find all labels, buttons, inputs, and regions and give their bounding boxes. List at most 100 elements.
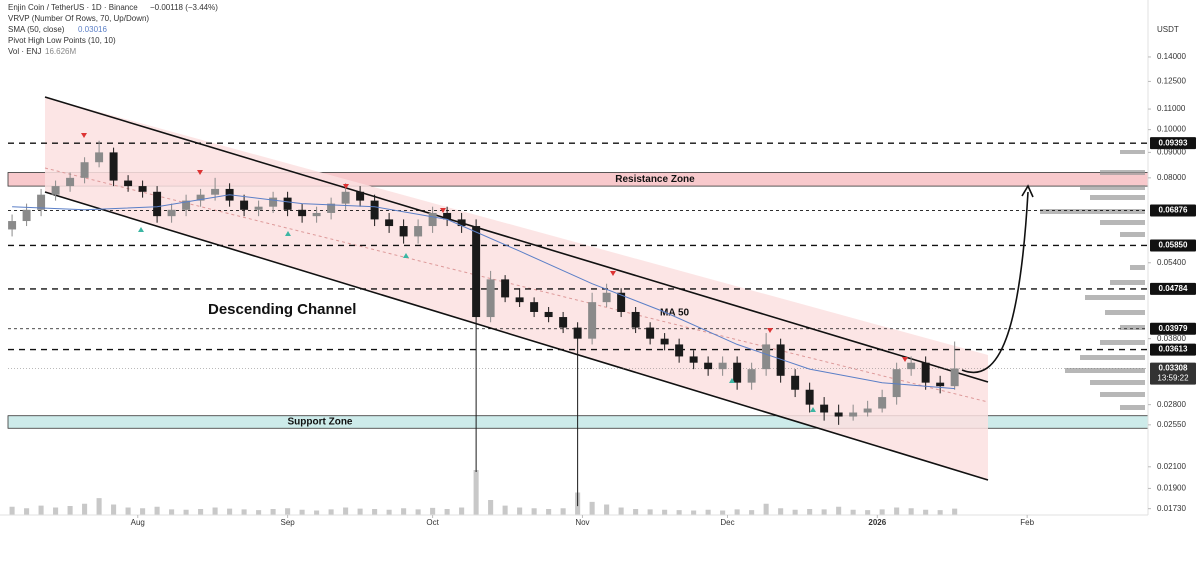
volume-bar: [821, 509, 827, 515]
candle-body: [776, 344, 785, 376]
y-tick-label: 0.09000: [1157, 148, 1186, 157]
candle-body: [356, 191, 365, 201]
volume-bar: [401, 508, 407, 515]
volume-bar: [691, 510, 697, 515]
legend-value: 0.03016: [78, 25, 107, 34]
legend-value: 16.626M: [45, 47, 76, 56]
volume-bar: [923, 509, 929, 515]
volume-bar: [372, 509, 378, 515]
levels: 0.09393 0.06876 0.05850 0.04784 0.03979 0.036…: [8, 137, 1196, 385]
volume-bar: [386, 509, 392, 515]
volume-profile: [1040, 150, 1145, 410]
zone-label: Support Zone: [288, 417, 353, 428]
candle-body: [602, 292, 611, 303]
projection-arrow: [961, 191, 1029, 374]
candle-body: [240, 200, 249, 210]
candles: [8, 140, 959, 507]
y-tick-label: 0.01730: [1157, 504, 1186, 513]
sma-line: [12, 194, 955, 390]
volume-bar: [865, 510, 871, 515]
y-tick-label: 0.08000: [1157, 173, 1186, 182]
candle-body: [443, 212, 452, 220]
last-price-badge: [1150, 362, 1196, 385]
candle-body: [254, 206, 263, 210]
volume-bar: [241, 509, 247, 515]
level-badge: [1150, 239, 1196, 252]
volume-bar: [270, 509, 276, 515]
volume-bar: [879, 509, 885, 515]
annotation: MA 50: [660, 308, 690, 319]
candle-body: [791, 375, 800, 390]
x-tick-label: Sep: [280, 518, 295, 527]
volume-bar: [444, 509, 450, 515]
level-label: 0.03613: [1159, 345, 1188, 354]
candle-body: [124, 180, 133, 187]
volume-bar: [82, 503, 88, 515]
volume-bar: [285, 508, 291, 515]
candle-body: [298, 209, 307, 217]
candle-body: [573, 327, 582, 339]
candle-body: [892, 369, 901, 398]
candle-body: [312, 212, 321, 217]
legend-line: SMA (50, close): [8, 25, 65, 34]
volume-bar: [502, 505, 508, 515]
volume-bar: [53, 507, 59, 515]
candle-body: [22, 209, 31, 222]
candle-body: [559, 317, 568, 328]
candle-body: [428, 212, 437, 227]
zone-label: Resistance Zone: [615, 174, 695, 185]
candle-body: [617, 292, 626, 312]
volume-bar: [111, 504, 117, 515]
candle-body: [544, 311, 553, 318]
candle-body: [51, 186, 60, 195]
candle-body: [501, 279, 510, 298]
x-tick-label: Feb: [1020, 518, 1034, 527]
volume: [9, 470, 958, 515]
level-label: 0.06876: [1159, 206, 1188, 215]
volume-bar: [676, 510, 682, 515]
volume-bar: [531, 508, 537, 515]
volume-bar: [140, 508, 146, 515]
volume-bar: [314, 510, 320, 515]
candle-body: [80, 162, 89, 178]
volume-bar: [198, 509, 204, 515]
volume-bar: [894, 507, 900, 515]
candle-body: [950, 368, 959, 387]
volume-bar: [778, 508, 784, 515]
x-tick-label: Dec: [720, 518, 734, 527]
level-badge: [1150, 204, 1196, 217]
legend-line: Vol · ENJ: [8, 47, 41, 56]
x-tick-label: 2026: [868, 518, 886, 527]
candle-body: [733, 362, 742, 383]
level-badge: [1150, 322, 1196, 335]
volume-bar: [227, 508, 233, 515]
y-tick-label: 0.02100: [1157, 462, 1186, 471]
volume-bar: [618, 507, 624, 515]
currency: USDT: [1157, 25, 1179, 34]
volume-bar: [589, 501, 595, 515]
candle-body: [283, 197, 292, 210]
y-tick-label: 0.11000: [1157, 104, 1186, 113]
x-tick-label: Nov: [575, 518, 589, 527]
volume-bar: [952, 508, 958, 515]
volume-bar: [662, 509, 668, 515]
volume-bar: [473, 470, 479, 515]
candle-body: [515, 297, 524, 303]
y-tick-label: 0.05400: [1157, 258, 1186, 267]
candle-body: [370, 200, 379, 220]
volume-bar: [734, 509, 740, 515]
volume-bar: [169, 509, 175, 515]
arrow-head: [1021, 184, 1034, 198]
volume-bar: [212, 507, 218, 515]
volume-bar: [183, 509, 189, 515]
volume-bar: [749, 510, 755, 515]
volume-bar: [647, 509, 653, 515]
candle-body: [921, 362, 930, 383]
header: Enjin Coin / TetherUS · 1D · Binance −0.…: [8, 3, 218, 56]
candle-body: [37, 194, 46, 210]
y-tick-label: 0.03800: [1157, 334, 1186, 343]
volume-bar: [67, 506, 73, 515]
level-badge: [1150, 343, 1196, 356]
x-tick-label: Oct: [426, 518, 439, 527]
